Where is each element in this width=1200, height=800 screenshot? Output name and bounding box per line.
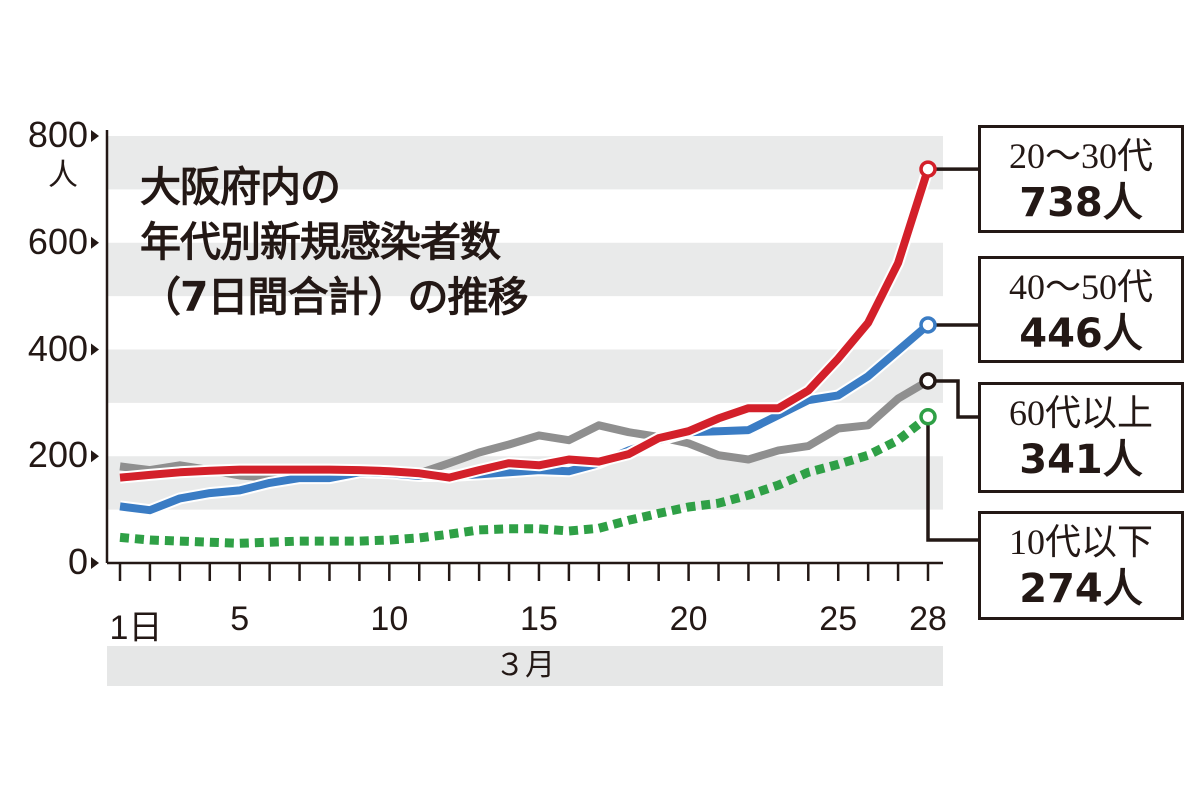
x-tick-label: 15: [520, 600, 558, 638]
y-axis-unit: 人: [48, 159, 78, 192]
legend-group: 10代以下: [1008, 522, 1153, 562]
grid-band: [107, 242, 943, 297]
y-tick-arrow: [91, 130, 99, 142]
legend-group: 40〜50代: [1008, 267, 1153, 307]
y-tick-label: 800: [27, 114, 88, 155]
legend-group: 60代以上: [1008, 393, 1153, 433]
legend-group: 20〜30代: [1008, 136, 1153, 176]
chart-title: 大阪府内の 年代別新規感染者数 （7日間合計）の推移: [140, 160, 529, 325]
end-marker: [919, 372, 937, 390]
y-tick-label: 200: [27, 434, 88, 476]
y-tick-label: 400: [27, 327, 88, 369]
series-lines: [119, 160, 937, 548]
legend-box-40-50: 40〜50代 446人: [978, 256, 1184, 363]
legend-value: 738人: [1019, 180, 1143, 226]
x-axis-label-month: ３月: [107, 646, 943, 686]
legend-box-60-plus: 60代以上 341人: [978, 382, 1184, 493]
legend-value: 341人: [1019, 437, 1143, 483]
series-line-10代以下: [119, 413, 931, 548]
y-tick-label: 0: [67, 541, 88, 582]
series-line-40〜50代: [119, 321, 931, 515]
title-line: 年代別新規感染者数: [140, 218, 501, 266]
x-tick-label: 25: [819, 600, 858, 638]
legend-box-under-10s: 10代以下 274人: [978, 511, 1184, 620]
x-tick-label: 20: [669, 600, 708, 638]
title-line: （7日間合計）の推移: [140, 273, 529, 321]
axes: [91, 130, 943, 581]
end-marker: [919, 160, 937, 178]
y-tick-arrow: [91, 236, 99, 249]
y-tick-arrow: [91, 343, 99, 356]
legend-value: 274人: [1019, 566, 1143, 612]
x-tick-label: 5: [230, 600, 250, 638]
x-tick-label: 1日: [109, 609, 163, 647]
y-tick-arrow: [91, 450, 99, 463]
series-line-60代以上: [119, 377, 931, 482]
y-tick-label: 600: [27, 220, 88, 262]
connector-under-10s: [926, 416, 978, 542]
end-marker: [919, 408, 937, 426]
legend-box-20-30: 20〜30代 738人: [978, 125, 1184, 233]
legend-value: 446人: [1019, 311, 1143, 357]
connector-60-plus: [928, 379, 978, 419]
title-line: 大阪府内の: [140, 163, 341, 211]
end-marker: [919, 316, 937, 334]
series-line-20〜30代: [119, 167, 932, 482]
x-tick-label: 10: [370, 600, 409, 638]
y-tick-arrow: [91, 557, 99, 569]
grid-band: [107, 136, 943, 190]
x-tick-label: 28: [909, 600, 947, 638]
